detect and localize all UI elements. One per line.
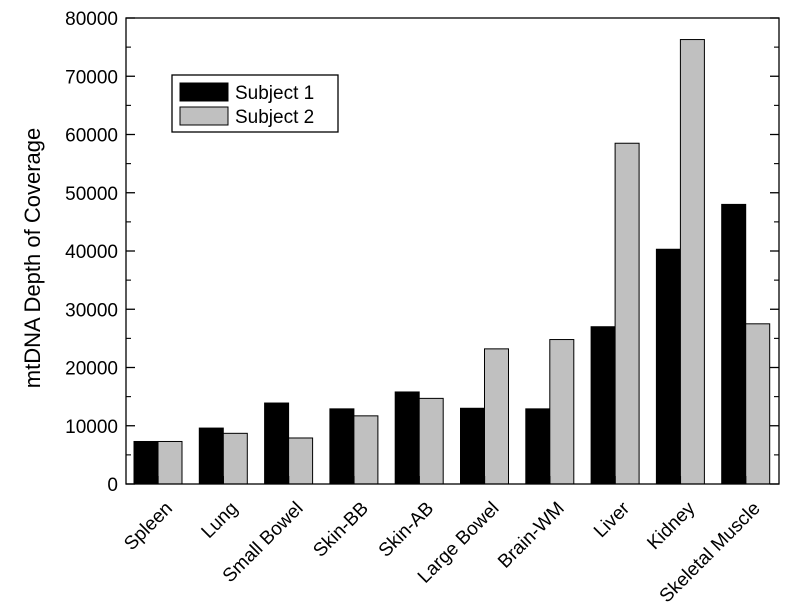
legend-label-2: Subject 2 — [235, 107, 314, 128]
x-tick-label-4: Skin-AB — [375, 498, 438, 561]
bar-1-3 — [329, 408, 355, 485]
x-tick-label-6: Brain-WM — [494, 498, 569, 573]
legend-label-1: Subject 1 — [235, 83, 314, 104]
y-tick-label-7: 70000 — [65, 67, 118, 88]
y-tick-label-3: 30000 — [65, 300, 118, 321]
y-axis-label: mtDNA Depth of Coverage — [20, 128, 45, 388]
bar-1-0 — [133, 440, 159, 485]
bar-2-7 — [614, 142, 640, 485]
bar-1-6 — [525, 408, 551, 485]
bar-1-7 — [590, 326, 616, 485]
bar-2-9 — [745, 323, 771, 485]
x-tick-label-7: Liver — [590, 498, 634, 542]
bar-1-9 — [721, 203, 747, 485]
legend-swatch-1 — [179, 82, 229, 102]
bar-2-3 — [353, 415, 379, 485]
bar-1-1 — [198, 427, 224, 485]
y-tick-label-1: 10000 — [65, 417, 118, 438]
bar-1-4 — [394, 391, 420, 485]
bar-2-2 — [288, 437, 314, 485]
y-tick-label-2: 20000 — [65, 359, 118, 380]
bar-1-5 — [460, 407, 485, 485]
y-tick-label-0: 0 — [107, 475, 118, 496]
bar-2-8 — [679, 39, 705, 485]
bar-1-8 — [655, 248, 681, 485]
bar-2-0 — [157, 440, 183, 485]
ticks-group: 0 10000 20000 30000 40000 50000 60000 70000 8000… — [65, 9, 779, 496]
y-tick-label-5: 50000 — [65, 184, 118, 205]
x-tick-label-1: Lung — [197, 498, 242, 543]
y-tick-label-8: 80000 — [65, 9, 118, 30]
bar-1-2 — [264, 402, 290, 485]
y-tick-label-6: 60000 — [65, 126, 118, 147]
x-tick-label-0: Spleen — [120, 498, 177, 555]
x-tick-label-3: Skin-BB — [309, 498, 372, 561]
bar-2-1 — [222, 432, 248, 485]
y-tick-label-4: 40000 — [65, 242, 118, 263]
legend-swatch-2 — [179, 106, 229, 126]
bar-2-5 — [484, 348, 509, 485]
legend: Subject 1 Subject 2 — [171, 74, 339, 133]
bar-2-6 — [549, 339, 575, 485]
x-tick-label-8: Kidney — [643, 498, 699, 554]
bars-group — [133, 39, 771, 485]
bar-2-4 — [418, 397, 444, 485]
